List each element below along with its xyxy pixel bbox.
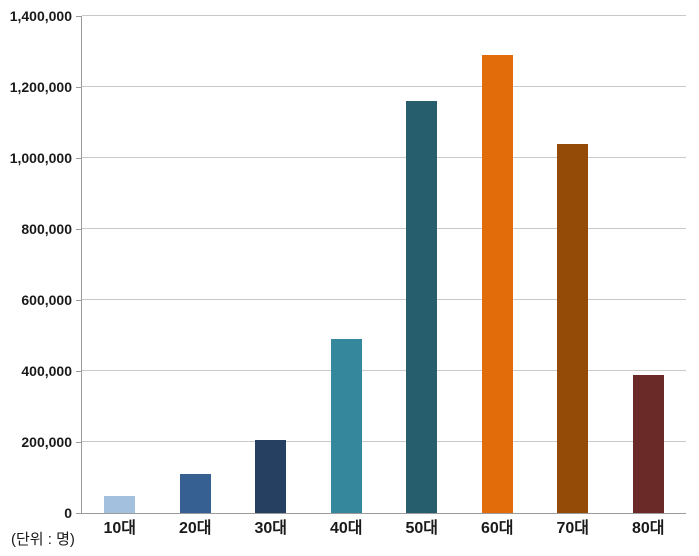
x-tick-label: 60대 xyxy=(480,520,514,537)
gridline xyxy=(82,15,686,16)
x-tick-label: 50대 xyxy=(405,520,439,537)
gridline xyxy=(82,441,686,442)
y-tick-label: 1,000,000 xyxy=(9,150,72,166)
bar-0 xyxy=(104,495,136,513)
bar-5 xyxy=(481,55,513,513)
y-tick-label: 0 xyxy=(64,505,72,521)
bar-2 xyxy=(255,440,287,513)
gridline xyxy=(82,299,686,300)
y-tick-label: 800,000 xyxy=(21,221,72,237)
gridline xyxy=(82,157,686,158)
y-axis-tick xyxy=(76,442,82,443)
y-axis-tick xyxy=(76,229,82,230)
y-axis-tick xyxy=(76,87,82,88)
bar-6 xyxy=(557,143,589,513)
y-tick-label: 1,400,000 xyxy=(9,8,72,24)
x-axis-line xyxy=(82,513,686,514)
gridline xyxy=(82,86,686,87)
bar-4 xyxy=(406,101,438,513)
y-tick-label: 1,200,000 xyxy=(9,79,72,95)
bar-3 xyxy=(330,339,362,513)
x-tick-label: 30대 xyxy=(254,520,288,537)
gridline xyxy=(82,370,686,371)
gridline xyxy=(82,228,686,229)
x-tick-label: 40대 xyxy=(329,520,363,537)
y-axis-tick xyxy=(76,158,82,159)
x-tick-label: 80대 xyxy=(631,520,665,537)
x-tick-label: 20대 xyxy=(178,520,212,537)
unit-note: (단위 : 명) xyxy=(11,531,75,548)
y-axis-tick xyxy=(76,513,82,514)
bar-7 xyxy=(632,374,664,513)
plot-area xyxy=(82,15,686,514)
bar-1 xyxy=(179,473,211,513)
y-axis-tick xyxy=(76,16,82,17)
y-axis-tick xyxy=(76,300,82,301)
y-tick-label: 600,000 xyxy=(21,292,72,308)
y-tick-label: 400,000 xyxy=(21,363,72,379)
y-axis-tick xyxy=(76,371,82,372)
y-axis-line xyxy=(81,16,82,514)
x-tick-label: 70대 xyxy=(556,520,590,537)
y-tick-label: 200,000 xyxy=(21,434,72,450)
x-tick-label: 10대 xyxy=(103,520,137,537)
